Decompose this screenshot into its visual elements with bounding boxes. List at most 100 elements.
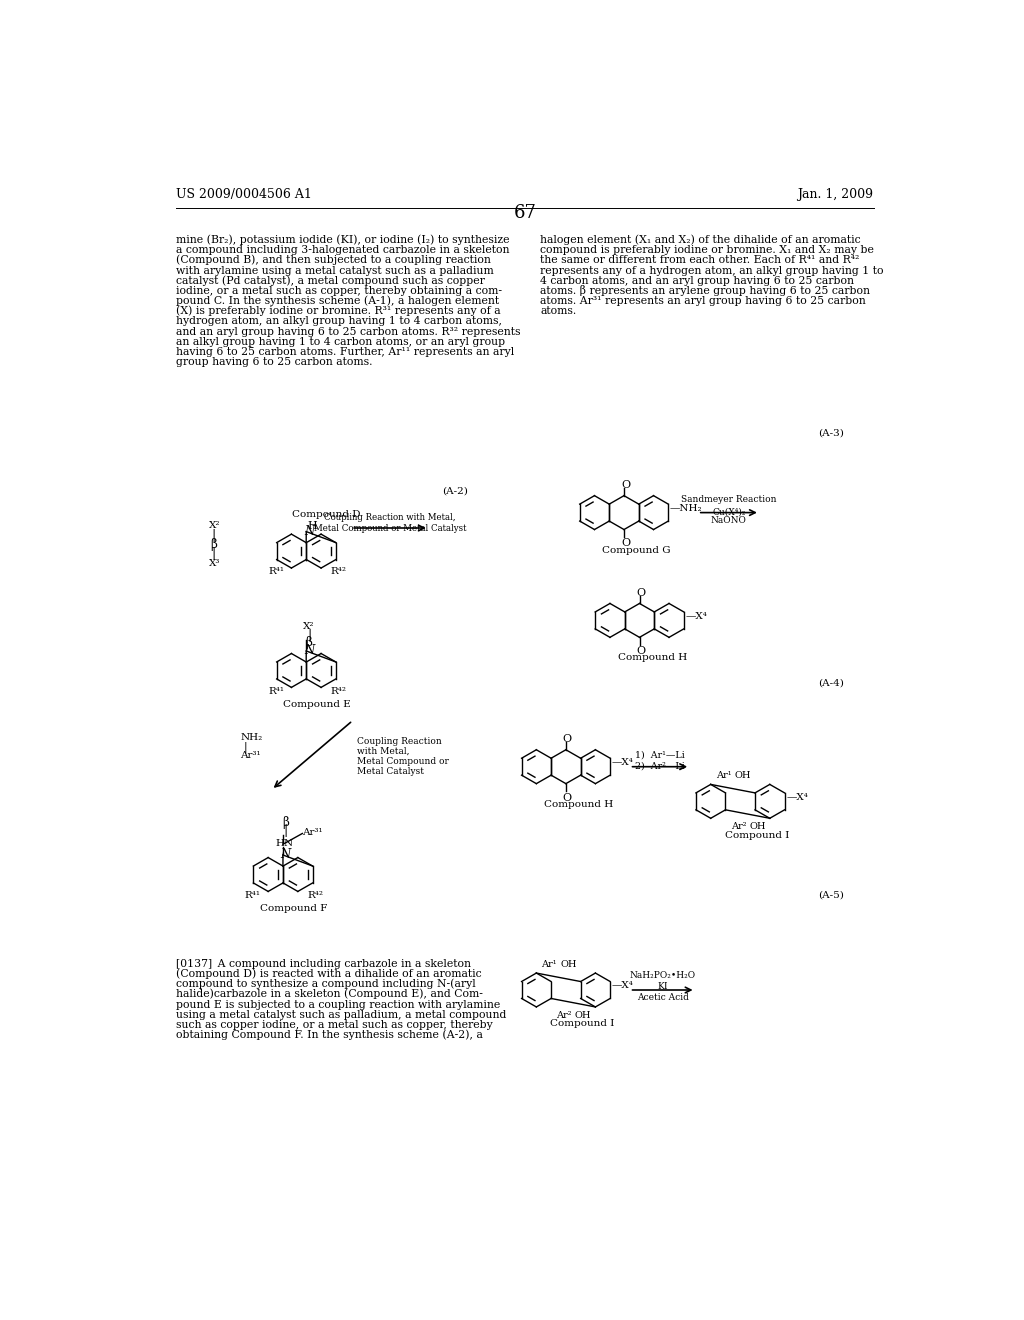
Text: Ar¹: Ar¹ [716, 771, 731, 780]
Text: O: O [621, 480, 630, 490]
Text: having 6 to 25 carbon atoms. Further, Ar¹¹ represents an aryl: having 6 to 25 carbon atoms. Further, Ar… [176, 347, 514, 356]
Text: —X⁴: —X⁴ [611, 758, 634, 767]
Text: (Compound D) is reacted with a dihalide of an aromatic: (Compound D) is reacted with a dihalide … [176, 969, 481, 979]
Text: using a metal catalyst such as palladium, a metal compound: using a metal catalyst such as palladium… [176, 1010, 507, 1020]
Text: N: N [304, 524, 314, 537]
Text: hydrogen atom, an alkyl group having 1 to 4 carbon atoms,: hydrogen atom, an alkyl group having 1 t… [176, 317, 502, 326]
Text: O: O [563, 734, 571, 744]
Text: Compound I: Compound I [725, 830, 790, 840]
Text: Compound F: Compound F [260, 904, 327, 912]
Text: R⁴²: R⁴² [307, 891, 324, 900]
Text: OH: OH [734, 771, 751, 780]
Text: atoms. β represents an arylene group having 6 to 25 carbon: atoms. β represents an arylene group hav… [541, 285, 870, 296]
Text: β: β [283, 816, 289, 829]
Text: the same or different from each other. Each of R⁴¹ and R⁴²: the same or different from each other. E… [541, 256, 860, 265]
Text: KI: KI [657, 982, 668, 991]
Text: Ar²: Ar² [730, 822, 746, 832]
Text: |: | [212, 548, 216, 560]
Text: O: O [563, 792, 571, 803]
Text: H: H [307, 521, 316, 532]
Text: Compound H: Compound H [544, 800, 613, 809]
Text: Metal Catalyst: Metal Catalyst [356, 767, 424, 776]
Text: Ar³¹: Ar³¹ [241, 751, 261, 760]
Text: —NH₂: —NH₂ [670, 504, 702, 513]
Text: —X⁴: —X⁴ [611, 982, 634, 990]
Text: halogen element (X₁ and X₂) of the dihalide of an aromatic: halogen element (X₁ and X₂) of the dihal… [541, 235, 861, 246]
Text: catalyst (Pd catalyst), a metal compound such as copper: catalyst (Pd catalyst), a metal compound… [176, 275, 485, 285]
Text: |: | [307, 628, 311, 642]
Text: (A-5): (A-5) [818, 891, 844, 900]
Text: mine (Br₂), potassium iodide (KI), or iodine (I₂) to synthesize: mine (Br₂), potassium iodide (KI), or io… [176, 235, 510, 246]
Text: |: | [244, 742, 247, 754]
Text: with Metal,: with Metal, [356, 747, 410, 755]
Text: Jan. 1, 2009: Jan. 1, 2009 [798, 189, 873, 202]
Text: iodine, or a metal such as copper, thereby obtaining a com-: iodine, or a metal such as copper, there… [176, 286, 502, 296]
Text: group having 6 to 25 carbon atoms.: group having 6 to 25 carbon atoms. [176, 358, 373, 367]
Text: β: β [210, 539, 217, 550]
Text: X²: X² [303, 623, 314, 631]
Text: R⁴²: R⁴² [331, 568, 346, 577]
Text: Compound I: Compound I [550, 1019, 614, 1028]
Text: —X⁴: —X⁴ [685, 612, 708, 620]
Text: 67: 67 [513, 205, 537, 223]
Text: represents any of a hydrogen atom, an alkyl group having 1 to: represents any of a hydrogen atom, an al… [541, 265, 884, 276]
Text: Compound E: Compound E [283, 700, 351, 709]
Text: pound E is subjected to a coupling reaction with arylamine: pound E is subjected to a coupling react… [176, 999, 501, 1010]
Text: (Compound B), and then subjected to a coupling reaction: (Compound B), and then subjected to a co… [176, 255, 490, 265]
Text: atoms.: atoms. [541, 306, 577, 317]
Text: (A-4): (A-4) [818, 678, 844, 688]
Text: atoms. Ar³¹ represents an aryl group having 6 to 25 carbon: atoms. Ar³¹ represents an aryl group hav… [541, 296, 866, 306]
Text: O: O [621, 539, 630, 549]
Text: and an aryl group having 6 to 25 carbon atoms. R³² represents: and an aryl group having 6 to 25 carbon … [176, 326, 520, 337]
Text: obtaining Compound F. In the synthesis scheme (A-2), a: obtaining Compound F. In the synthesis s… [176, 1030, 483, 1040]
Text: a compound including 3-halogenated carbazole in a skeleton: a compound including 3-halogenated carba… [176, 246, 510, 255]
Text: R⁴¹: R⁴¹ [268, 686, 285, 696]
Text: Ar³¹: Ar³¹ [302, 828, 323, 837]
Text: |: | [212, 529, 216, 541]
Text: Compound D: Compound D [292, 511, 360, 519]
Text: OH: OH [750, 822, 766, 832]
Text: Compound H: Compound H [617, 653, 687, 663]
Text: NaH₂PO₂•H₂O: NaH₂PO₂•H₂O [630, 972, 695, 981]
Text: Ar¹: Ar¹ [542, 960, 557, 969]
Text: β: β [305, 636, 312, 649]
Text: (A-2): (A-2) [442, 486, 468, 495]
Text: compound to synthesize a compound including N-(aryl: compound to synthesize a compound includ… [176, 978, 476, 989]
Text: Coupling Reaction: Coupling Reaction [356, 737, 441, 746]
Text: |: | [284, 824, 288, 837]
Text: —X⁴: —X⁴ [786, 793, 808, 801]
Text: 2)  Ar²—Li: 2) Ar²—Li [635, 762, 685, 771]
Text: O: O [636, 587, 645, 598]
Text: OH: OH [574, 1011, 591, 1020]
Text: R⁴²: R⁴² [331, 686, 346, 696]
Text: Metal Compound or: Metal Compound or [356, 756, 449, 766]
Text: Metal Compound or Metal Catalyst: Metal Compound or Metal Catalyst [313, 524, 466, 533]
Text: Acetic Acid: Acetic Acid [637, 993, 688, 1002]
Text: Compound G: Compound G [602, 545, 671, 554]
Text: 4 carbon atoms, and an aryl group having 6 to 25 carbon: 4 carbon atoms, and an aryl group having… [541, 276, 854, 285]
Text: pound C. In the synthesis scheme (A-1), a halogen element: pound C. In the synthesis scheme (A-1), … [176, 296, 499, 306]
Text: R⁴¹: R⁴¹ [245, 891, 261, 900]
Text: HN: HN [275, 838, 293, 847]
Text: [0137] A compound including carbazole in a skeleton: [0137] A compound including carbazole in… [176, 958, 471, 969]
Text: (A-3): (A-3) [818, 429, 844, 438]
Text: N: N [281, 847, 291, 861]
Text: with arylamine using a metal catalyst such as a palladium: with arylamine using a metal catalyst su… [176, 265, 494, 276]
Text: such as copper iodine, or a metal such as copper, thereby: such as copper iodine, or a metal such a… [176, 1020, 493, 1030]
Text: N: N [304, 644, 314, 657]
Text: X²: X² [209, 521, 221, 531]
Text: R⁴¹: R⁴¹ [268, 568, 285, 577]
Text: X³: X³ [209, 560, 221, 569]
Text: NaONO: NaONO [711, 516, 746, 525]
Text: Cu(X⁴)₂: Cu(X⁴)₂ [712, 507, 745, 516]
Text: US 2009/0004506 A1: US 2009/0004506 A1 [176, 189, 312, 202]
Text: compound is preferably iodine or bromine. X₁ and X₂ may be: compound is preferably iodine or bromine… [541, 246, 874, 255]
Text: Coupling Reaction with Metal,: Coupling Reaction with Metal, [325, 513, 456, 523]
Text: NH₂: NH₂ [241, 733, 262, 742]
Text: OH: OH [560, 960, 577, 969]
Text: O: O [636, 647, 645, 656]
Text: Ar²: Ar² [556, 1011, 571, 1020]
Text: (X) is preferably iodine or bromine. R³¹ represents any of a: (X) is preferably iodine or bromine. R³¹… [176, 306, 501, 317]
Text: an alkyl group having 1 to 4 carbon atoms, or an aryl group: an alkyl group having 1 to 4 carbon atom… [176, 337, 505, 347]
Text: halide)carbazole in a skeleton (Compound E), and Com-: halide)carbazole in a skeleton (Compound… [176, 989, 483, 999]
